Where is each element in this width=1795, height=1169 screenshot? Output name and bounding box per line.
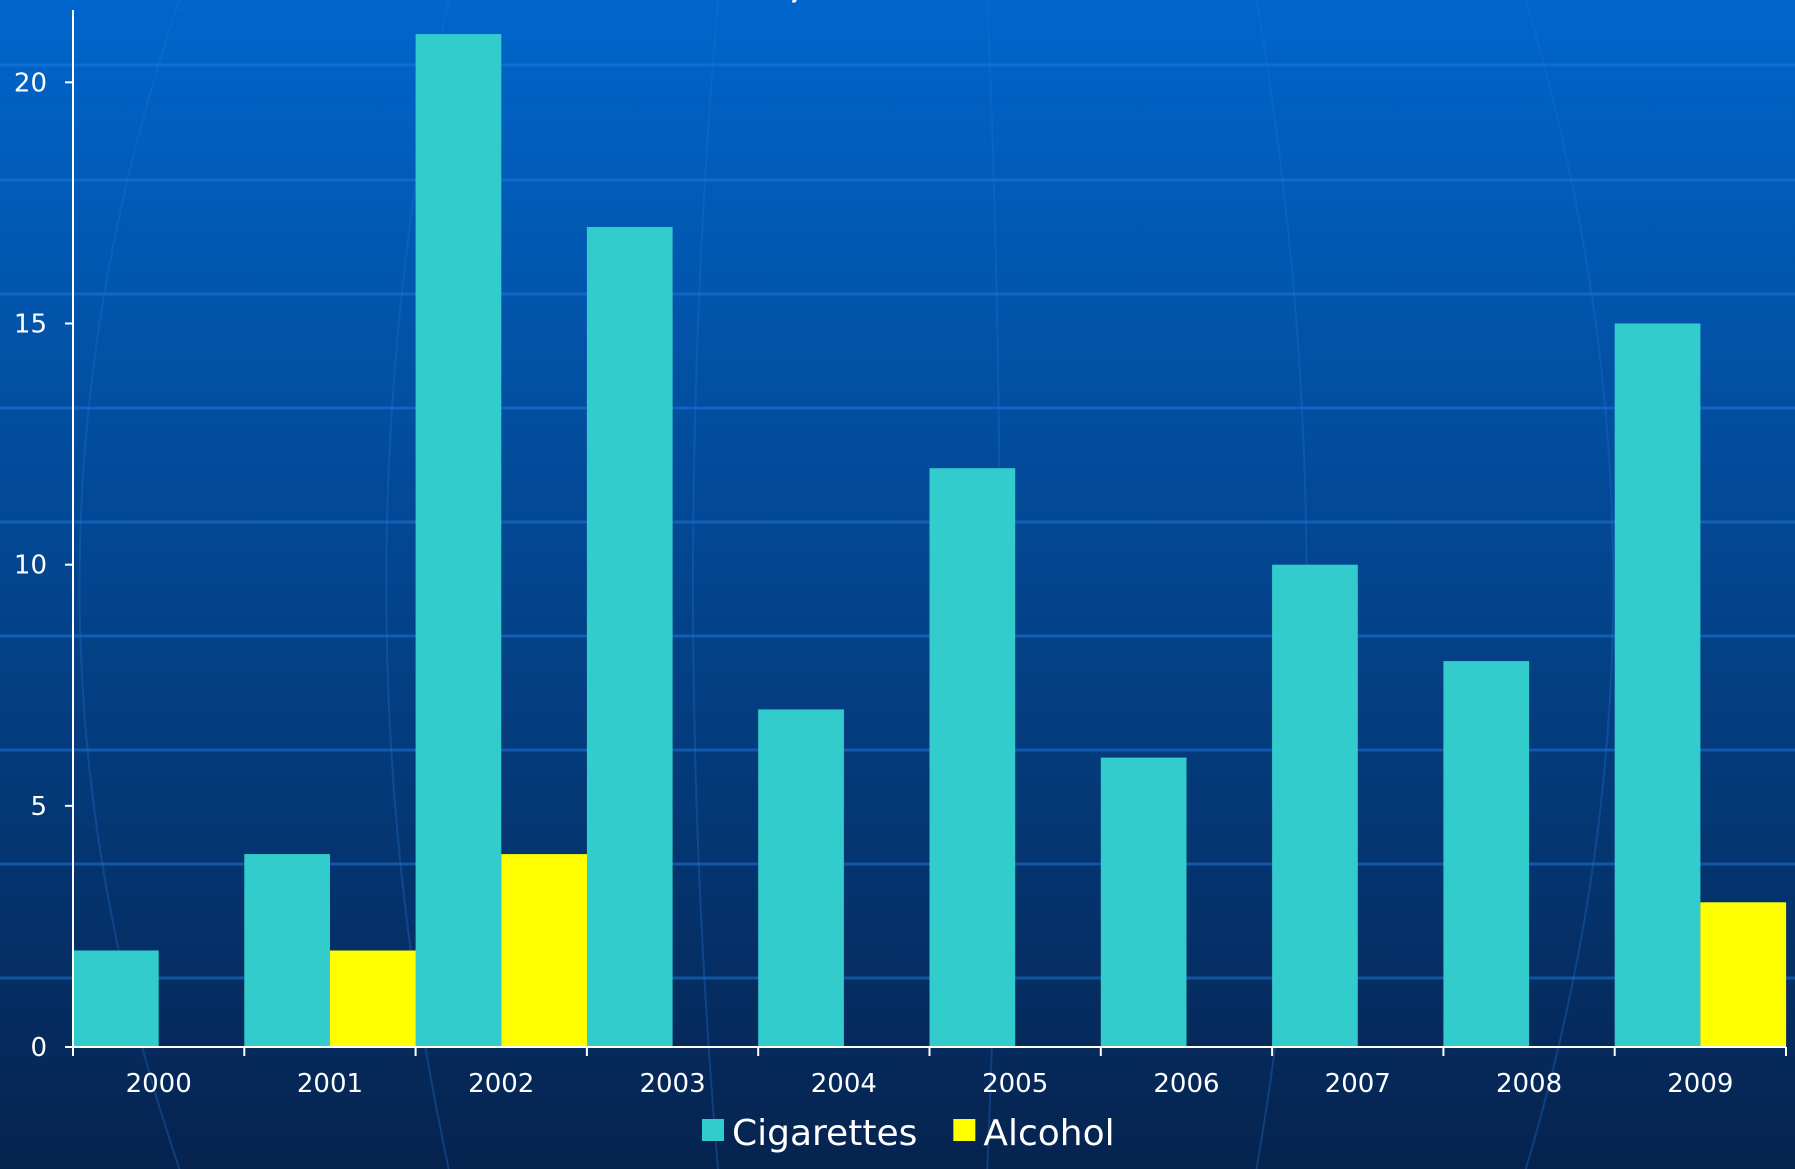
bar-cigarettes-2008	[1443, 661, 1530, 1047]
legend-swatch-cigarettes	[702, 1119, 724, 1141]
x-tick-label-2007: 2007	[1325, 1069, 1391, 1099]
bar-cigarettes-2009	[1614, 323, 1701, 1047]
x-tick-label-2002: 2002	[468, 1069, 534, 1099]
legend: Cigarettes Alcohol	[702, 1113, 1115, 1154]
bar-alcohol-2001	[330, 950, 416, 1047]
y-tick-label: 10	[14, 551, 47, 581]
bar-cigarettes-2002	[415, 34, 502, 1048]
x-tick-label-2009: 2009	[1667, 1069, 1733, 1099]
bar-cigarettes-2003	[586, 227, 673, 1047]
x-tick-label-2005: 2005	[982, 1069, 1048, 1099]
y-tick-label: 0	[30, 1033, 47, 1063]
bar-cigarettes-2000	[73, 950, 159, 1047]
decor-curve	[692, 0, 719, 1169]
bar-alcohol-2002	[501, 854, 587, 1047]
y-tick-label: 15	[14, 310, 47, 340]
legend-swatch-alcohol	[953, 1119, 976, 1141]
x-tick-label-2006: 2006	[1153, 1069, 1219, 1099]
legend-label-alcohol: Alcohol	[983, 1113, 1114, 1154]
y-tick-label: 5	[30, 792, 47, 822]
bar-cigarettes-2004	[758, 709, 844, 1047]
x-tick-label-2008: 2008	[1496, 1069, 1562, 1099]
y-tick-label: 20	[14, 68, 47, 98]
x-tick-label-2000: 2000	[126, 1069, 192, 1099]
chart-title: Increases, 2000-2009	[521, 0, 1128, 10]
bar-series-group	[73, 34, 1787, 1048]
decor-curve	[1524, 0, 1615, 1169]
axes-group: 0 5 10 15 20 2000 2001 2002 2003 2004 2005 2006 2007…	[14, 10, 1787, 1099]
bar-cigarettes-2006	[1100, 757, 1187, 1047]
bar-cigarettes-2005	[929, 468, 1016, 1047]
bar-cigarettes-2001	[244, 854, 330, 1047]
bar-cigarettes-2007	[1272, 564, 1358, 1047]
x-tick-label-2003: 2003	[639, 1069, 705, 1099]
x-tick-label-2001: 2001	[297, 1069, 363, 1099]
legend-label-cigarettes: Cigarettes	[732, 1113, 917, 1154]
x-tick-label-2004: 2004	[811, 1069, 877, 1099]
bar-alcohol-2009	[1700, 902, 1787, 1047]
